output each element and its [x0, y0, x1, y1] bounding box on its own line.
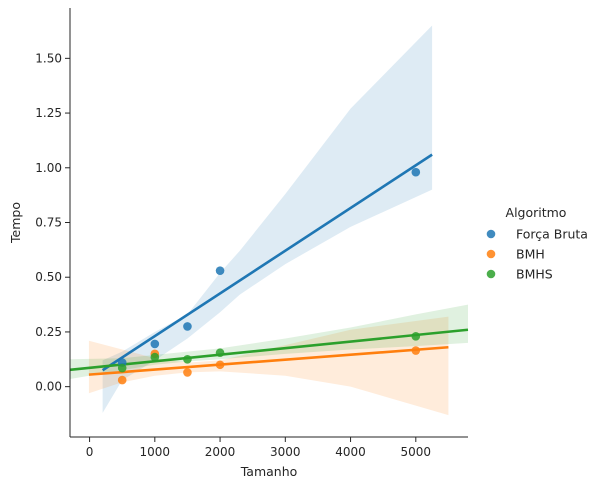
y-tick-label-5: 1.25	[35, 106, 62, 120]
legend-title: Algoritmo	[506, 205, 567, 220]
data-point-1-3	[215, 360, 225, 370]
y-tick-label-0: 0.00	[35, 380, 62, 394]
legend-marker-0	[486, 229, 496, 239]
data-point-0-4	[411, 167, 421, 177]
x-tick-label-0: 0	[86, 445, 94, 459]
data-point-0-1	[150, 339, 160, 349]
regression-line-2	[69, 328, 469, 372]
x-tick-label-2: 2000	[205, 445, 236, 459]
regression-line-1	[88, 345, 449, 376]
data-point-2-0	[117, 363, 127, 373]
legend-label-1: BMH	[516, 247, 545, 262]
data-point-1-0	[117, 375, 127, 385]
legend: Algoritmo Força Bruta BMH BMHS	[486, 205, 588, 282]
data-point-1-4	[411, 346, 421, 355]
y-axis-label: Tempo	[8, 202, 23, 244]
x-axis-label: Tamanho	[240, 464, 298, 479]
legend-marker-2	[486, 269, 496, 279]
legend-label-2: BMHS	[516, 267, 553, 282]
legend-label-0: Força Bruta	[516, 227, 588, 242]
x-tick-label-5: 5000	[401, 445, 432, 459]
data-point-2-4	[411, 332, 421, 341]
legend-marker-1	[486, 249, 496, 259]
y-tick-label-4: 1.00	[35, 161, 62, 175]
y-tick-label-6: 1.50	[35, 51, 62, 65]
y-tick-label-2: 0.50	[35, 270, 62, 284]
y-axis-ticks: 0.00 0.25 0.50 0.75 1.00 1.25 1.50	[35, 51, 70, 394]
data-point-2-2	[183, 354, 192, 364]
regression-line-0	[101, 153, 433, 372]
data-points	[117, 167, 421, 385]
x-tick-label-1: 1000	[140, 445, 171, 459]
regression-lines	[69, 153, 469, 376]
y-tick-label-3: 0.75	[35, 216, 62, 230]
data-point-2-1	[150, 352, 160, 362]
data-point-1-2	[183, 368, 192, 377]
data-point-0-3	[215, 266, 225, 275]
x-axis-ticks: 0 1000 2000 3000 4000 5000	[86, 437, 431, 459]
data-point-0-2	[183, 322, 192, 331]
confidence-bands	[70, 25, 468, 416]
y-tick-label-1: 0.25	[35, 325, 62, 339]
data-point-2-3	[215, 348, 225, 358]
x-tick-label-4: 4000	[335, 445, 366, 459]
x-tick-label-3: 3000	[270, 445, 301, 459]
